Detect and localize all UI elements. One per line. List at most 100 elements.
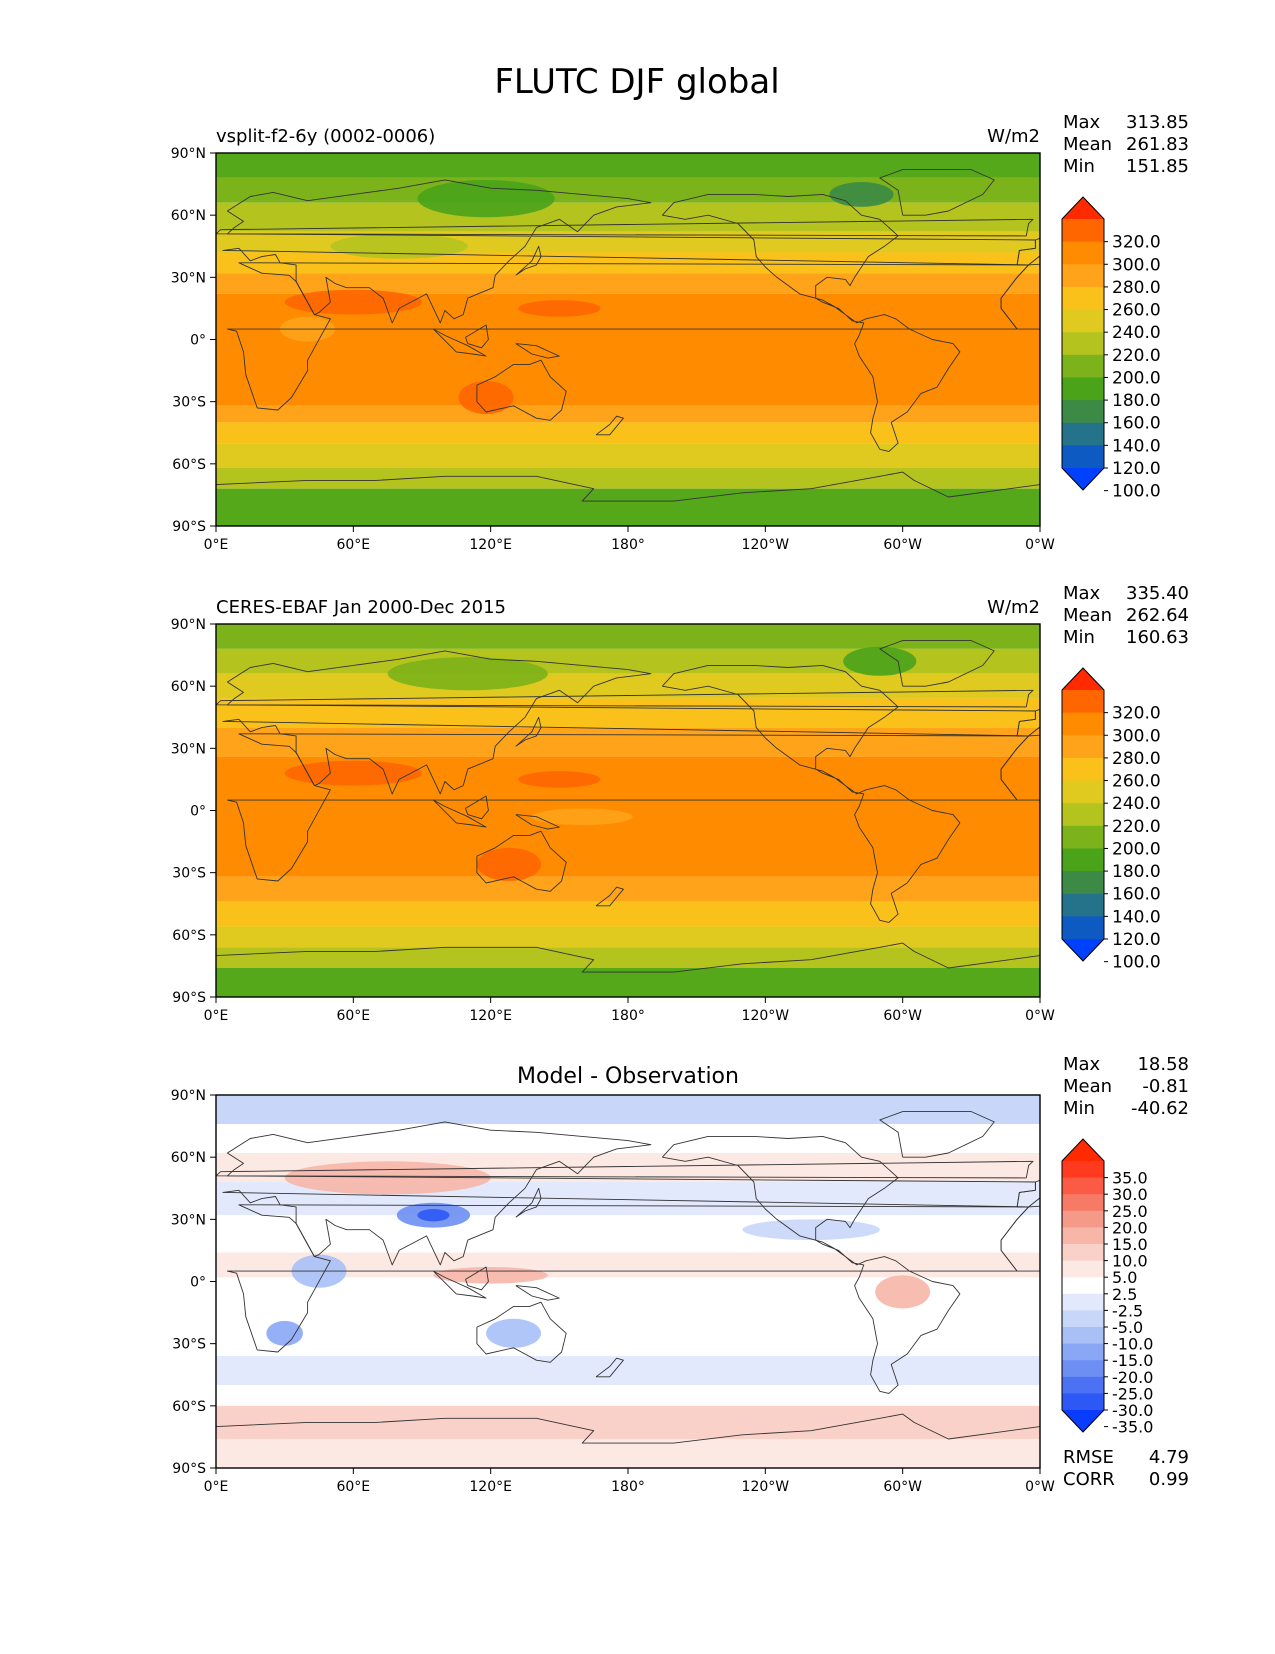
x-tick-label: 180° [611,1008,645,1024]
colorbar-tick-label: 25.0 [1112,1202,1148,1221]
stat-value: -40.62 [1131,1098,1189,1119]
x-tick-label: 120°W [742,1479,790,1495]
colorbar-segment [1062,803,1104,827]
x-tick-label: 0°W [1025,1479,1055,1495]
x-tick-label: 120°W [742,537,790,553]
colorbar-tick-label: 35.0 [1112,1169,1148,1188]
x-tick-label: 60°W [883,1479,922,1495]
colorbar-tick-label: 160.0 [1112,885,1161,905]
colorbar-segment [1062,354,1104,378]
colorbar-tick-label: -20.0 [1112,1368,1153,1387]
colorbar: 35.030.025.020.015.010.05.02.5-2.5-5.0-1… [1061,1138,1153,1437]
colorbar-segment [1062,1343,1104,1361]
y-tick-label: 60°N [171,679,206,695]
coastline-2 [476,830,567,892]
y-tick-label: 90°N [171,146,206,162]
colorbar-segment [1062,445,1104,469]
contour-blob-1 [829,182,894,207]
colorbar-tick-label: -5.0 [1112,1318,1143,1337]
stat-value: -0.81 [1142,1076,1189,1097]
coastline-8 [595,415,624,436]
y-tick-label: 30°S [172,1337,206,1353]
colorbar-tick-label: 280.0 [1112,749,1161,769]
contour-band-0 [216,1095,1040,1125]
map-field [216,153,1040,526]
stat-label: Min [1063,627,1095,648]
coastline-7 [515,1187,542,1218]
contour-blob-1 [843,646,917,676]
x-tick-label: 60°E [336,1008,370,1024]
contour-band-4 [216,1215,1040,1253]
x-tick-label: 0°E [204,1479,229,1495]
colorbar-segment [1062,690,1104,714]
y-tick-label: 30°S [172,866,206,882]
contour-band-10 [216,967,1040,997]
colorbar-segment [1062,1244,1104,1262]
colorbar-segment [1062,1277,1104,1295]
colorbar-tick-label: 160.0 [1112,414,1161,434]
contour-band-6 [216,876,1040,902]
contour-band-5 [216,1252,1040,1278]
coastline-10 [465,1266,489,1291]
colorbar-segment [1062,377,1104,401]
colorbar-tick-label: 140.0 [1112,907,1161,927]
stat-label: Max [1063,583,1101,604]
colorbar-segment [1062,1161,1104,1179]
colorbar-extend-min [1062,468,1104,490]
coastlines [216,1111,1040,1444]
x-tick-label: 60°W [883,537,922,553]
y-tick-label: 60°S [172,1399,206,1415]
y-tick-label: 90°S [172,1461,206,1477]
coastline-4 [879,640,995,687]
x-tick-label: 180° [611,1479,645,1495]
coastline-3 [661,664,961,923]
map-panel-test: 90°N 60°N 30°N 0° 30°S 60°S 90°S 0°E 60°E 120°E 18… [171,112,1189,553]
colorbar-tick-label: 240.0 [1112,323,1161,343]
colorbar-tick-label: 300.0 [1112,255,1161,275]
colorbar-segment [1062,286,1104,311]
contour-band-7 [216,405,1040,423]
coastlines [216,169,1040,502]
panel-center-title: Model - Observation [517,1064,739,1089]
contour-band-8 [216,422,1040,444]
stat-label: Mean [1063,134,1112,155]
contour-blob-4 [458,380,514,415]
contour-blob-6 [875,1275,931,1309]
colorbar-tick-label: -25.0 [1112,1384,1153,1403]
contour-blob-0 [417,179,555,218]
colorbar-segment [1062,241,1104,265]
map-panel-diff: 90°N 60°N 30°N 0° 30°S 60°S 90°S 0°E 60°E 120°E 18… [171,1054,1189,1495]
contour-blob-6 [330,233,468,259]
stat-value: 151.85 [1126,156,1189,177]
coastline-10 [465,324,489,349]
contour-blob-8 [742,1219,880,1241]
panel-units: W/m2 [987,597,1040,618]
x-tick-label: 0°E [204,1008,229,1024]
colorbar-segment [1062,1260,1104,1278]
coastline-6 [216,689,1034,708]
coastline-6 [216,1160,1034,1179]
coastline-8 [595,1357,624,1378]
stat-value: 262.64 [1126,605,1189,626]
coastline-11 [515,814,560,830]
colorbar-tick-label: 240.0 [1112,794,1161,814]
x-tick-label: 0°W [1025,1008,1055,1024]
colorbar-segment [1062,1210,1104,1228]
coastline-1 [222,1121,1036,1266]
colorbar-tick-label: -35.0 [1112,1418,1153,1437]
y-tick-label: 0° [190,333,206,349]
colorbar-segment [1062,264,1104,288]
x-tick-label: 60°E [336,1479,370,1495]
contour-band-9 [216,1385,1040,1406]
contour-band-3 [216,698,1040,728]
colorbar-tick-label: 220.0 [1112,817,1161,837]
colorbar-extend-max [1062,668,1104,690]
colorbar-segment [1062,1194,1104,1212]
coastline-4 [879,169,995,216]
coastlines [216,640,1040,973]
contour-band-0 [216,153,1040,178]
colorbar-segment [1062,1177,1104,1195]
coastline-8 [595,886,624,907]
colorbar-segment [1062,825,1104,849]
